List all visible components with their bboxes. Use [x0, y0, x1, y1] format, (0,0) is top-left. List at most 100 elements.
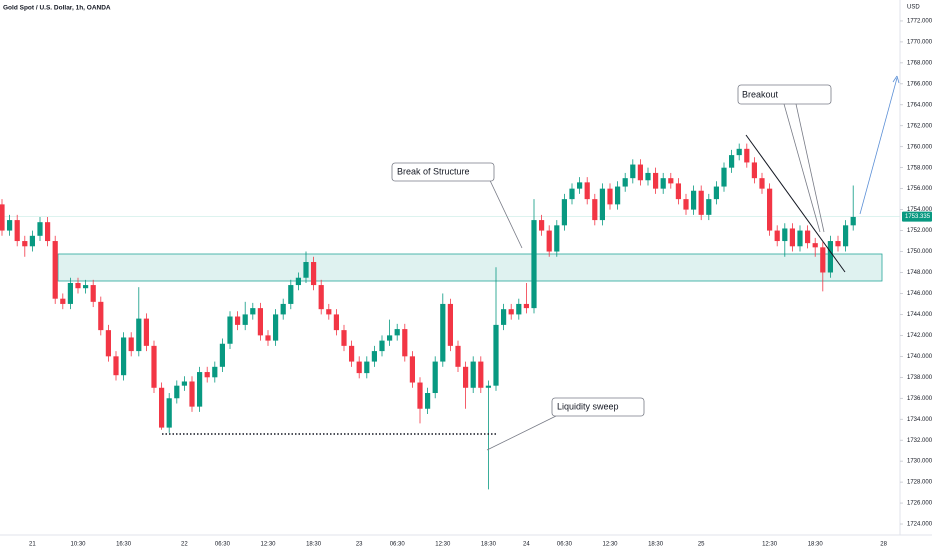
x-tick-label: 24 — [523, 542, 530, 548]
y-tick-label: 1766.000 — [907, 81, 932, 87]
candle-body — [463, 366, 469, 388]
candle-body — [197, 372, 203, 407]
x-tick-label: 18:30 — [306, 542, 322, 548]
callout-line — [485, 171, 523, 249]
candle-body — [311, 262, 317, 286]
candle-body — [273, 314, 279, 341]
y-tick-label: 1756.000 — [907, 186, 932, 192]
candle-body — [45, 222, 51, 242]
x-tick-label: 23 — [356, 542, 363, 548]
candle-body — [729, 155, 735, 168]
callout-line — [795, 103, 825, 233]
candle-body — [797, 230, 803, 247]
candle-body — [52, 241, 58, 299]
x-tick-label: 12:30 — [602, 542, 618, 548]
x-tick-label: 12:30 — [260, 542, 276, 548]
candle-body — [789, 228, 795, 247]
candle-body — [318, 285, 324, 310]
candle-body — [577, 182, 583, 189]
candle-body — [136, 318, 142, 352]
y-tick-label: 1736.000 — [907, 396, 932, 402]
candle-body — [333, 314, 339, 331]
candle-body — [379, 340, 385, 352]
candle-body — [485, 385, 491, 388]
y-tick-label: 1724.000 — [907, 522, 932, 528]
y-tick-label: 1770.000 — [907, 39, 932, 45]
y-tick-label: 1742.000 — [907, 333, 932, 339]
candle-body — [736, 148, 742, 156]
y-tick-label: 1754.000 — [907, 207, 932, 213]
candle-body — [812, 243, 818, 248]
candle-body — [151, 345, 157, 388]
candle-body — [615, 186, 621, 205]
x-tick-label: 18:30 — [808, 542, 824, 548]
candle-body — [394, 329, 400, 336]
candle-body — [561, 199, 567, 226]
candle-body — [37, 222, 43, 236]
candle-body — [0, 204, 5, 231]
candle-body — [295, 277, 301, 286]
candle-body — [166, 398, 172, 428]
candle-body — [265, 335, 271, 341]
candle-body — [257, 308, 263, 336]
candle-body — [668, 178, 674, 184]
x-tick-label: 12:30 — [762, 542, 778, 548]
candle-body — [371, 351, 377, 362]
annotation: Break of Structure — [397, 166, 470, 176]
candle-body — [75, 282, 81, 289]
y-tick-label: 1740.000 — [907, 354, 932, 360]
callout-box — [551, 397, 645, 417]
candle-body — [478, 361, 484, 388]
candle-body — [417, 382, 423, 409]
candle-body — [607, 188, 613, 205]
candle-body — [113, 356, 119, 376]
candle-body — [546, 230, 552, 252]
y-tick-label: 1764.000 — [907, 102, 932, 108]
y-tick-label: 1746.000 — [907, 291, 932, 297]
candle-body — [805, 230, 811, 244]
candle-body — [630, 164, 636, 179]
candle-body — [721, 167, 727, 187]
candle-body — [675, 183, 681, 200]
y-tick-label: 1772.000 — [907, 19, 932, 25]
y-tick-label: 1744.000 — [907, 312, 932, 318]
trendline — [745, 134, 846, 273]
candle-body — [554, 225, 560, 252]
projection-arrow — [859, 77, 898, 215]
candle-body — [820, 247, 826, 273]
candle-body — [508, 309, 514, 315]
x-tick-label: 18:30 — [648, 542, 664, 548]
candle-body — [67, 282, 73, 304]
candle-body — [341, 330, 347, 346]
arrow-head — [892, 75, 900, 84]
candle-body — [387, 335, 393, 341]
candle-body — [364, 361, 370, 374]
y-tick-label: 1758.000 — [907, 165, 932, 171]
candle-body — [470, 361, 476, 388]
candle-body — [7, 220, 13, 231]
candle-body — [539, 220, 545, 231]
candle-body — [60, 298, 66, 304]
y-tick-label: 1732.000 — [907, 438, 932, 444]
y-tick-label: 1762.000 — [907, 123, 932, 129]
candle-body — [706, 199, 712, 215]
candles — [0, 143, 856, 490]
candle-body — [98, 301, 104, 331]
candle-body — [691, 190, 697, 210]
candle-body — [531, 220, 537, 309]
x-tick-label: 06:30 — [390, 542, 406, 548]
candle-body — [425, 393, 431, 409]
candle-body — [523, 303, 529, 309]
x-tick-label: 22 — [181, 542, 188, 548]
callout-box — [391, 162, 495, 182]
x-tick-label: 16:30 — [116, 542, 132, 548]
x-tick-label: 28 — [880, 542, 887, 548]
candle-body — [782, 228, 788, 242]
candle-body — [645, 172, 651, 181]
x-tick-label: 25 — [698, 542, 705, 548]
candle-body — [242, 314, 248, 325]
y-tick-label: 1738.000 — [907, 375, 932, 381]
candle-body — [660, 178, 666, 189]
candle-body — [440, 303, 446, 362]
